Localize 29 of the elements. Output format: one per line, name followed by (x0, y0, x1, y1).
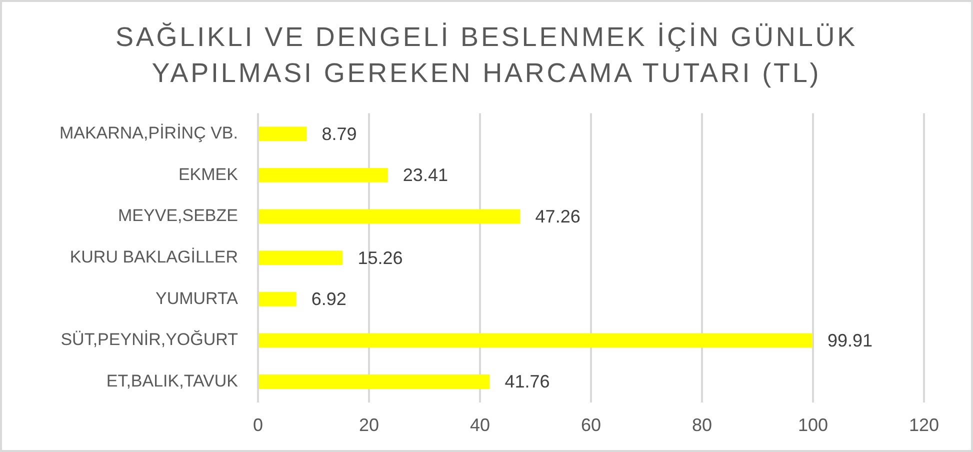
chart-title: SAĞLIKLI VE DENGELİ BESLENMEK İÇİN GÜNLÜK YAPILMASI GEREKEN HARCAMA TUTARI (TL) (114, 21, 859, 90)
y-tick-label: MAKARNA,PİRİNÇ VB. (59, 124, 238, 143)
y-tick-label: SÜT,PEYNİR,YOĞURT (60, 330, 238, 350)
bar (259, 292, 296, 306)
bar (259, 209, 520, 224)
bar (259, 374, 490, 389)
data-label: 15.26 (358, 248, 403, 268)
x-tick-label: 60 (580, 415, 602, 436)
bar (259, 333, 812, 348)
y-tick-label: EKMEK (178, 164, 239, 184)
y-tick-label: MEYVE,SEBZE (118, 206, 238, 226)
x-tick-label: 100 (798, 415, 828, 436)
y-tick-label: ET,BALIK,TAVUK (106, 371, 239, 390)
data-label: 99.91 (828, 330, 873, 350)
x-tick-label: 80 (692, 415, 712, 436)
x-tick-label: 20 (358, 415, 380, 436)
y-tick-label: YUMURTA (156, 288, 239, 308)
bar (259, 168, 388, 182)
x-tick-label: 0 (252, 415, 264, 436)
bar (259, 126, 307, 142)
data-label: 23.41 (402, 165, 448, 186)
y-tick-label: KURU BAKLAGİLLER (70, 247, 238, 266)
bar (259, 250, 343, 266)
x-tick-label: 40 (470, 415, 490, 436)
data-label: 47.26 (535, 206, 580, 226)
x-tick-label: 120 (908, 415, 940, 436)
data-label: 41.76 (504, 372, 550, 392)
data-label: 6.92 (311, 289, 346, 310)
data-label: 8.79 (322, 124, 357, 144)
